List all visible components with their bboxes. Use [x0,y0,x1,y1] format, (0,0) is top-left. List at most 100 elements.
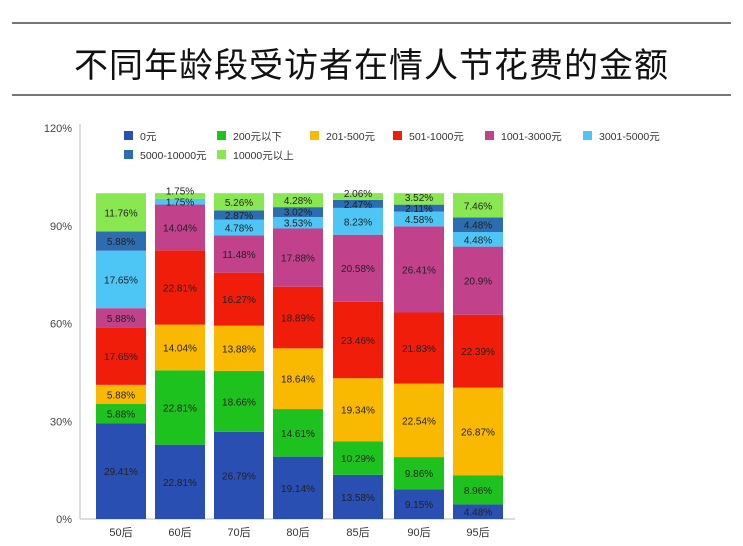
legend-label: 5000-10000元 [140,150,207,162]
data-label: 4.48% [464,235,492,246]
x-tick-label: 95后 [466,526,489,539]
bar-segment [96,327,146,385]
data-label: 5.88% [107,390,135,401]
y-tick-label: 30% [50,416,72,428]
data-label: 9.86% [405,469,433,480]
y-tick-label: 90% [50,221,72,233]
data-label: 3.53% [284,219,312,230]
legend-swatch [217,131,226,140]
data-label: 18.66% [222,397,256,408]
data-label: 4.78% [225,223,253,234]
bar-segment [394,457,444,490]
legend-swatch [124,150,133,159]
bar-segment [214,272,264,326]
data-label: 5.88% [107,314,135,325]
data-label: 7.46% [464,201,492,212]
data-label: 3.52% [405,193,433,204]
legend-label: 0元 [140,131,157,143]
data-label: 10.29% [341,454,375,465]
bar-segment [96,250,146,309]
x-tick-label: 85后 [346,526,369,539]
x-tick-label: 60后 [168,526,191,539]
bar-segment [96,193,146,232]
legend-swatch [124,131,133,140]
x-tick-label: 90后 [407,526,430,539]
data-label: 18.64% [281,375,315,386]
title-rule [12,94,731,96]
legend-label: 501-1000元 [409,131,464,143]
top-rule [12,22,731,24]
data-label: 4.48% [464,221,492,232]
data-label: 4.58% [405,215,433,226]
bar-segment [214,235,264,273]
legend-swatch [310,131,319,140]
data-label: 13.58% [341,493,375,504]
bar-segment [453,504,503,519]
data-label: 26.41% [402,265,436,276]
data-label: 17.65% [104,352,138,363]
bar-segment [333,474,383,519]
bar-segment [214,193,264,211]
data-label: 14.04% [163,223,197,234]
y-tick-label: 60% [50,319,72,331]
bar-segment [394,204,444,212]
legend-swatch [583,131,592,140]
bar-segment [333,207,383,235]
bar-segment [155,204,205,251]
legend-label: 201-500元 [326,131,376,143]
data-label: 23.46% [341,336,375,347]
bar-segment [394,211,444,227]
bar-segment [273,207,323,217]
bar-segment [155,250,205,325]
bar-segment [453,387,503,476]
bar-segment [333,199,383,208]
data-label: 22.54% [402,416,436,427]
bar-segment [453,314,503,388]
bar-segment [155,324,205,371]
data-label: 2.47% [344,200,372,211]
bar-segment [333,378,383,442]
data-label: 20.9% [464,277,492,288]
bar-segment [273,409,323,457]
data-label: 14.61% [281,429,315,440]
bar-segment [96,308,146,328]
bar-segment [155,193,205,199]
data-label: 1.75% [166,187,194,198]
y-tick-label: 120% [44,123,72,135]
data-label: 2.11% [405,204,433,215]
data-label: 1.75% [166,198,194,209]
bar-segment [453,232,503,247]
bar-segment [394,226,444,313]
data-label: 21.83% [402,344,436,355]
bar-segment [214,431,264,519]
data-label: 19.34% [341,406,375,417]
data-label: 5.26% [225,198,253,209]
chart-title: 不同年龄段受访者在情人节花费的金额 [74,46,669,86]
data-label: 5.88% [107,237,135,248]
bar-segment [453,475,503,505]
data-label: 2.06% [344,189,372,200]
data-label: 29.41% [104,467,138,478]
bar-segment [273,286,323,349]
y-tick-label: 0% [56,514,72,526]
data-label: 2.87% [225,211,253,222]
data-label: 4.48% [464,508,492,519]
bar-segment [333,234,383,302]
bar-segment [333,301,383,379]
data-label: 19.14% [281,484,315,495]
bar-segment [96,404,146,424]
bar-segment [214,210,264,220]
data-label: 16.27% [222,295,256,306]
bar-segment [333,193,383,200]
legend-label: 3001-5000元 [599,131,660,143]
data-label: 11.48% [222,250,255,261]
bar-segment [155,444,205,519]
bar-segment [273,348,323,410]
bar-segment [453,193,503,218]
data-label: 22.81% [163,283,197,294]
bar-segment [155,370,205,445]
bar-segment [394,193,444,205]
bar-segment [96,423,146,519]
bar-segment [394,383,444,458]
